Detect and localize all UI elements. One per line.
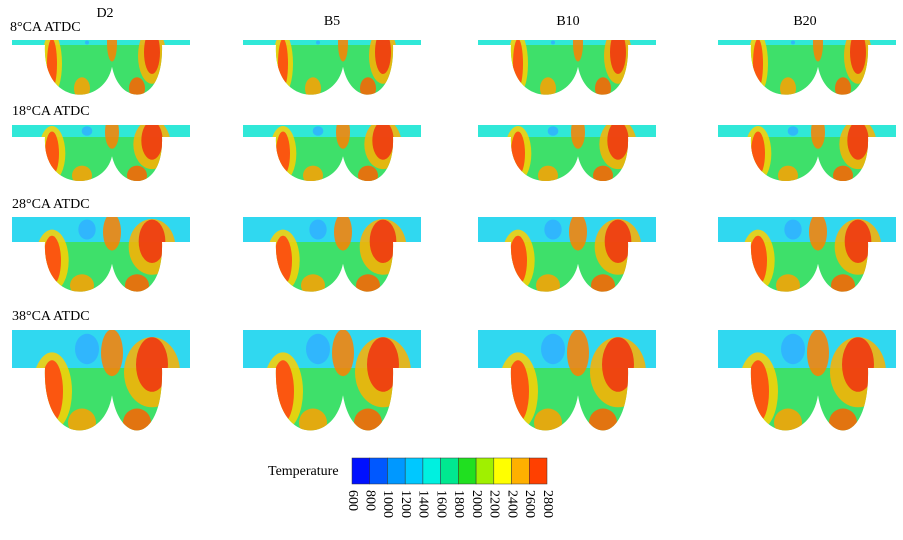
colorbar-tick-label: 1400 <box>416 490 431 518</box>
color-swatch <box>387 458 405 484</box>
hot-spot <box>791 41 795 45</box>
hot-spot <box>807 329 829 376</box>
row-label: 28°CA ATDC <box>12 197 90 212</box>
row-label: 8°CA ATDC <box>10 20 81 35</box>
colorbar-tick-label: 1600 <box>433 490 448 518</box>
hot-spot <box>370 220 397 263</box>
hot-spot <box>605 220 632 263</box>
row-label: 18°CA ATDC <box>12 104 90 119</box>
hot-spot <box>845 220 872 263</box>
hot-spot <box>788 126 799 136</box>
colorbar-tick-label: 2800 <box>540 490 555 518</box>
figure: Temperature 6008001000120014001600180020… <box>0 0 903 540</box>
row-label: 38°CA ATDC <box>12 309 90 324</box>
color-swatch <box>476 458 494 484</box>
hot-spot <box>139 220 166 263</box>
hot-spot <box>781 334 805 364</box>
color-swatch <box>405 458 423 484</box>
hot-spot <box>316 41 320 45</box>
legend-title: Temperature <box>268 464 339 479</box>
color-swatch <box>494 458 512 484</box>
color-swatch <box>512 458 530 484</box>
hot-spot <box>332 329 354 376</box>
hot-spot <box>372 121 393 160</box>
hot-spot <box>75 334 99 364</box>
colorbar-tick-label: 600 <box>345 490 360 511</box>
color-swatch <box>458 458 476 484</box>
colorbar-tick-label: 800 <box>363 490 378 511</box>
hot-spot <box>551 41 555 45</box>
colorbar-tick-label: 2600 <box>522 490 537 518</box>
column-label: B5 <box>324 14 340 29</box>
colorbar-tick-label: 1000 <box>380 490 395 518</box>
color-swatch <box>441 458 459 484</box>
hot-spot <box>309 220 326 240</box>
colorbar-tick-label: 1200 <box>398 490 413 518</box>
hot-spot <box>306 334 330 364</box>
column-label: B10 <box>556 14 579 29</box>
hot-spot <box>569 213 587 250</box>
hot-spot <box>541 334 565 364</box>
color-swatch <box>423 458 441 484</box>
hot-spot <box>607 121 628 160</box>
color-swatch <box>352 458 370 484</box>
hot-spot <box>313 126 324 136</box>
hot-spot <box>544 220 561 240</box>
hot-spot <box>141 121 162 160</box>
hot-spot <box>82 126 93 136</box>
column-label: B20 <box>793 14 816 29</box>
colorbar-tick-label: 2000 <box>469 490 484 518</box>
hot-spot <box>567 329 589 376</box>
colorbar-tick-label: 2200 <box>487 490 502 518</box>
color-swatch <box>370 458 388 484</box>
hot-spot <box>103 213 121 250</box>
column-label: D2 <box>96 6 113 21</box>
colorbar-tick-label: 1800 <box>451 490 466 518</box>
colorbar-tick-label: 2400 <box>504 490 519 518</box>
color-swatch <box>529 458 547 484</box>
hot-spot <box>101 329 123 376</box>
hot-spot <box>78 220 95 240</box>
hot-spot <box>847 121 868 160</box>
hot-spot <box>85 41 89 45</box>
hot-spot <box>548 126 559 136</box>
hot-spot <box>809 213 827 250</box>
hot-spot <box>334 213 352 250</box>
hot-spot <box>784 220 801 240</box>
